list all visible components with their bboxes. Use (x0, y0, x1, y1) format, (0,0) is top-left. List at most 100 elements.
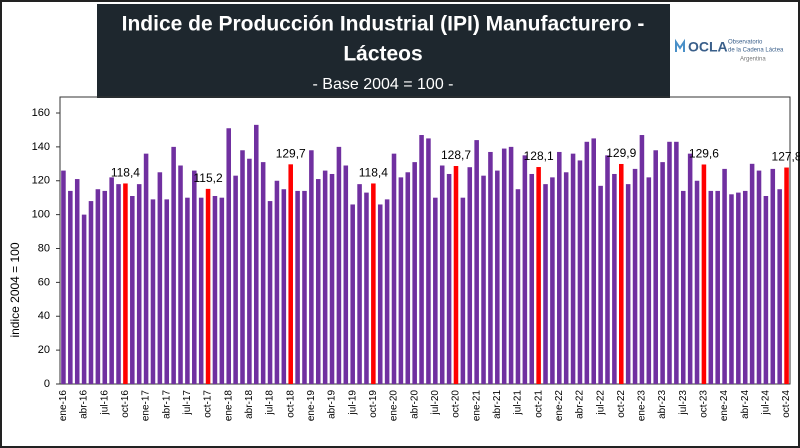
bar (164, 199, 170, 384)
y-tick-label: 120 (32, 175, 50, 187)
bar (467, 167, 473, 384)
bar (433, 197, 438, 384)
bar (694, 180, 700, 384)
x-tick-label: abr-22 (575, 390, 586, 419)
chart-title: Indice de Producción Industrial (IPI) Ma… (122, 13, 645, 36)
bar (412, 162, 417, 384)
x-tick-label: jul-23 (678, 390, 689, 416)
bar (481, 175, 486, 384)
bar (309, 150, 314, 384)
chart-title: Lácteos (343, 43, 422, 66)
bar (185, 197, 190, 384)
bar (439, 165, 445, 384)
bar (322, 170, 328, 384)
x-tick-label: abr-21 (492, 390, 503, 419)
bar (508, 146, 514, 384)
bar (192, 170, 197, 384)
logo-text: de la Cadena Láctea (728, 48, 784, 54)
y-tick-label: 140 (32, 141, 50, 153)
bar (68, 190, 73, 384)
bar (460, 197, 466, 384)
bar (646, 177, 652, 384)
bar (240, 150, 245, 384)
bar (171, 146, 176, 384)
x-tick-label: jul-18 (265, 390, 276, 416)
bar (343, 165, 349, 384)
bar (157, 172, 163, 384)
bar (233, 175, 238, 384)
bar (357, 184, 362, 384)
bar (143, 153, 149, 384)
bar (398, 177, 404, 384)
x-tick-label: oct-17 (203, 390, 214, 418)
bar (377, 204, 383, 384)
bar (777, 189, 782, 384)
y-tick-label: 160 (32, 107, 50, 119)
bar (557, 151, 562, 384)
bar (763, 195, 769, 384)
bar (591, 138, 596, 384)
bar (729, 194, 734, 384)
bar (426, 138, 431, 384)
bar (770, 168, 776, 384)
x-tick-label: ene-22 (554, 390, 565, 422)
value-label: 128,1 (524, 149, 554, 163)
bar (95, 189, 101, 384)
bar (123, 183, 128, 384)
bar (736, 192, 741, 384)
bar (116, 184, 121, 384)
value-label: 127,8 (772, 150, 800, 164)
bar (61, 170, 66, 384)
y-tick-label: 60 (38, 276, 50, 288)
bar (302, 190, 307, 384)
bar (219, 197, 225, 384)
x-tick-label: oct-23 (699, 390, 710, 418)
bar (749, 163, 755, 384)
bar (488, 151, 493, 384)
bar (653, 150, 658, 384)
value-label: 129,9 (606, 146, 636, 160)
bar (74, 179, 80, 384)
title-box (97, 4, 670, 98)
bar (756, 170, 762, 384)
plot-area (59, 96, 791, 385)
x-tick-label: oct-22 (616, 390, 627, 418)
bar (329, 173, 335, 384)
bar (295, 190, 300, 384)
bar (715, 190, 720, 384)
bar (178, 165, 183, 384)
x-tick-label: jul-22 (595, 390, 606, 416)
logo-name: OCLA (688, 39, 728, 55)
bar (501, 148, 507, 384)
bar (267, 201, 273, 384)
x-tick-label: oct-19 (368, 390, 379, 418)
bar (350, 204, 355, 384)
bar (536, 167, 541, 384)
bar (88, 201, 94, 384)
bar (784, 167, 789, 384)
y-axis-label: indice 2004 = 100 (8, 242, 22, 337)
bar (102, 190, 108, 384)
logo-text: Observatorio (728, 40, 763, 46)
bar (260, 162, 266, 384)
bar (660, 162, 665, 384)
bar (364, 192, 369, 384)
bar (605, 155, 610, 384)
logo-text: Argentina (740, 57, 766, 63)
bar (701, 164, 707, 384)
bar (515, 189, 521, 384)
bar (474, 140, 479, 384)
y-tick-label: 100 (32, 209, 50, 221)
bar (274, 180, 280, 384)
bar (632, 168, 638, 384)
value-label: 129,6 (689, 147, 719, 161)
bar (570, 153, 576, 384)
x-tick-label: jul-24 (761, 390, 772, 416)
bar (226, 128, 231, 384)
bar (109, 177, 114, 384)
x-tick-label: abr-19 (327, 390, 338, 419)
bar (315, 179, 321, 384)
bar (419, 135, 424, 384)
bar (336, 146, 342, 384)
